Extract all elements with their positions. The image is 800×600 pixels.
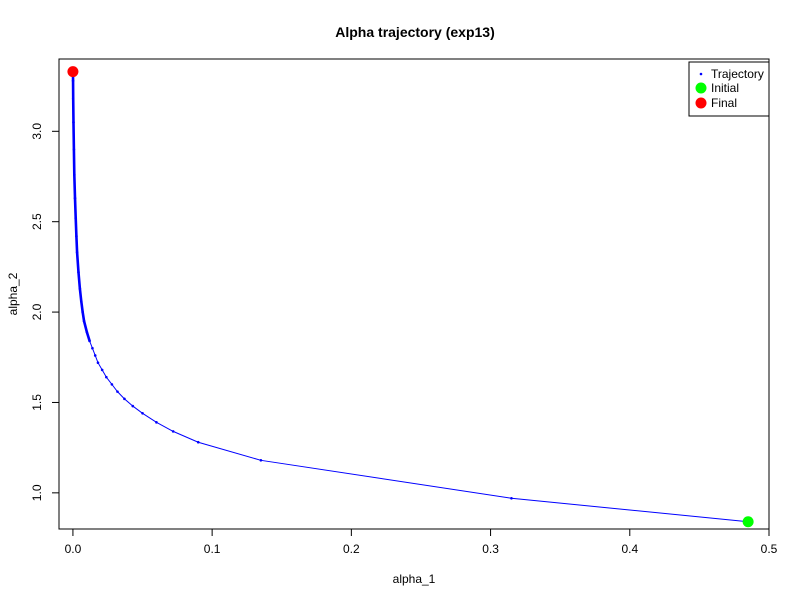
x-tick-label: 0.3 [482, 542, 499, 556]
trajectory-point [75, 251, 79, 254]
trajectory-point [123, 397, 126, 401]
plot-frame [58, 58, 770, 530]
trajectory-point [82, 319, 86, 323]
x-tick-label: 0.1 [204, 542, 221, 556]
trajectory-point [259, 459, 263, 462]
legend-final-label: Final [711, 96, 737, 110]
trajectory-point [141, 412, 144, 415]
initial-point [742, 516, 754, 528]
x-axis: 0.0 0.1 0.2 0.3 0.4 0.5 [65, 528, 778, 556]
x-tick-label: 0.5 [761, 542, 778, 556]
trajectory-point [73, 196, 77, 200]
legend-initial-label: Initial [711, 81, 739, 95]
trajectory-point [93, 354, 97, 357]
trajectory-point [85, 330, 89, 334]
trajectory-point [71, 79, 75, 82]
final-point [67, 66, 79, 78]
trajectory-point [116, 390, 119, 393]
trajectory-point [110, 383, 114, 386]
y-axis-label: alpha_2 [6, 272, 20, 315]
trajectory-point [75, 234, 78, 238]
legend-final-marker [695, 97, 707, 109]
y-tick-label: 3.0 [30, 123, 44, 140]
trajectory-point [78, 287, 82, 290]
y-axis: 1.0 1.5 2.0 2.5 3.0 [30, 123, 60, 501]
trajectory-point [105, 375, 108, 379]
x-tick-label: 0.0 [65, 542, 82, 556]
trajectory-point [77, 271, 80, 274]
trajectory-point [74, 216, 78, 220]
trajectory-point [100, 368, 104, 372]
x-tick-label: 0.4 [621, 542, 638, 556]
trajectory-point [196, 440, 200, 444]
trajectory-point [72, 120, 75, 124]
trajectory-point [72, 148, 76, 151]
legend-trajectory-label: Trajectory [711, 67, 764, 81]
trajectory-point [96, 361, 100, 364]
x-tick-label: 0.2 [343, 542, 360, 556]
y-tick-label: 1.5 [30, 394, 44, 411]
chart-title: Alpha trajectory (exp13) [335, 24, 495, 40]
y-tick-label: 1.0 [30, 484, 44, 501]
trajectory-point [88, 339, 91, 343]
legend: Trajectory Initial Final [688, 61, 770, 117]
plot-series [67, 66, 754, 528]
y-tick-label: 2.5 [30, 213, 44, 230]
trajectory-point [79, 299, 83, 303]
trajectory-point [155, 421, 158, 424]
trajectory-point [131, 404, 135, 408]
trajectory-point [71, 97, 75, 101]
trajectory-point [171, 430, 175, 433]
legend-initial-marker [695, 82, 707, 94]
trajectory-point [73, 173, 76, 176]
x-axis-label: alpha_1 [393, 572, 436, 586]
trajectory-line [72, 71, 749, 523]
y-tick-label: 2.0 [30, 303, 44, 320]
trajectory-point [510, 496, 513, 500]
trajectory-point [81, 310, 84, 314]
trajectory-point [91, 346, 94, 350]
legend-trajectory-marker [699, 72, 703, 76]
